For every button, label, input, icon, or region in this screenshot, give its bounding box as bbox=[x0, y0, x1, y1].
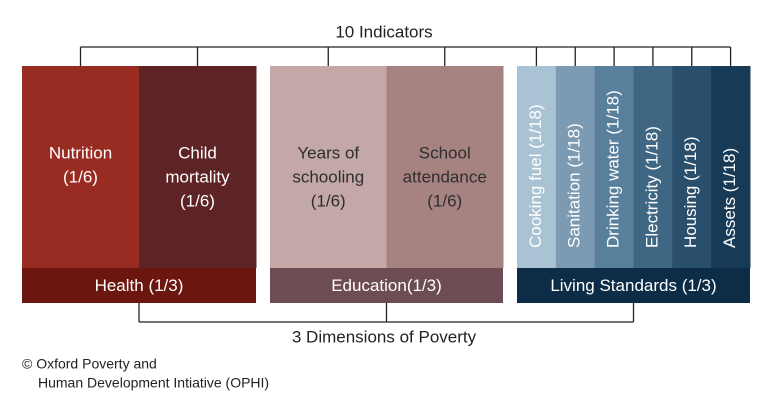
indicator-label: (1/6) bbox=[311, 191, 346, 210]
indicator-box bbox=[555, 66, 596, 268]
indicator-label: Drinking water (1/18) bbox=[604, 90, 623, 248]
indicator-label: Child bbox=[178, 143, 217, 162]
dimension-band bbox=[22, 268, 256, 303]
dimension-label: Living Standards (1/3) bbox=[550, 276, 716, 295]
bottom-label: 3 Dimensions of Poverty bbox=[292, 327, 477, 346]
indicator-box bbox=[139, 66, 257, 268]
indicator-label: Nutrition bbox=[49, 143, 112, 162]
dimension-label: Health (1/3) bbox=[95, 276, 184, 295]
indicator-label: Housing (1/18) bbox=[681, 136, 700, 248]
indicator-label: schooling bbox=[292, 167, 364, 186]
credit-line: Human Development Intiative (OPHI) bbox=[38, 375, 269, 391]
indicator-box bbox=[711, 66, 751, 268]
indicator-label: attendance bbox=[403, 167, 487, 186]
indicator-box bbox=[594, 66, 634, 268]
indicator-label: mortality bbox=[165, 167, 230, 186]
indicator-box bbox=[517, 66, 557, 268]
indicator-box bbox=[22, 66, 140, 268]
indicator-label: Assets (1/18) bbox=[720, 148, 739, 248]
indicator-label: (1/6) bbox=[180, 191, 215, 210]
indicator-box bbox=[672, 66, 712, 268]
indicator-label: (1/6) bbox=[427, 191, 462, 210]
indicator-label: Cooking fuel (1/18) bbox=[526, 104, 545, 248]
dimension-band bbox=[270, 268, 503, 303]
indicator-label: Electricity (1/18) bbox=[642, 126, 661, 248]
indicator-box bbox=[633, 66, 673, 268]
credit-line: © Oxford Poverty and bbox=[22, 356, 157, 372]
indicator-label: Years of bbox=[297, 143, 359, 162]
dimension-band bbox=[517, 268, 750, 303]
indicator-label: School bbox=[419, 143, 471, 162]
top-label: 10 Indicators bbox=[335, 22, 432, 41]
indicator-label: Sanitation (1/18) bbox=[565, 123, 584, 248]
indicator-box bbox=[386, 66, 504, 268]
indicator-label: (1/6) bbox=[63, 167, 98, 186]
indicator-box bbox=[270, 66, 387, 268]
dimension-label: Education(1/3) bbox=[331, 276, 442, 295]
